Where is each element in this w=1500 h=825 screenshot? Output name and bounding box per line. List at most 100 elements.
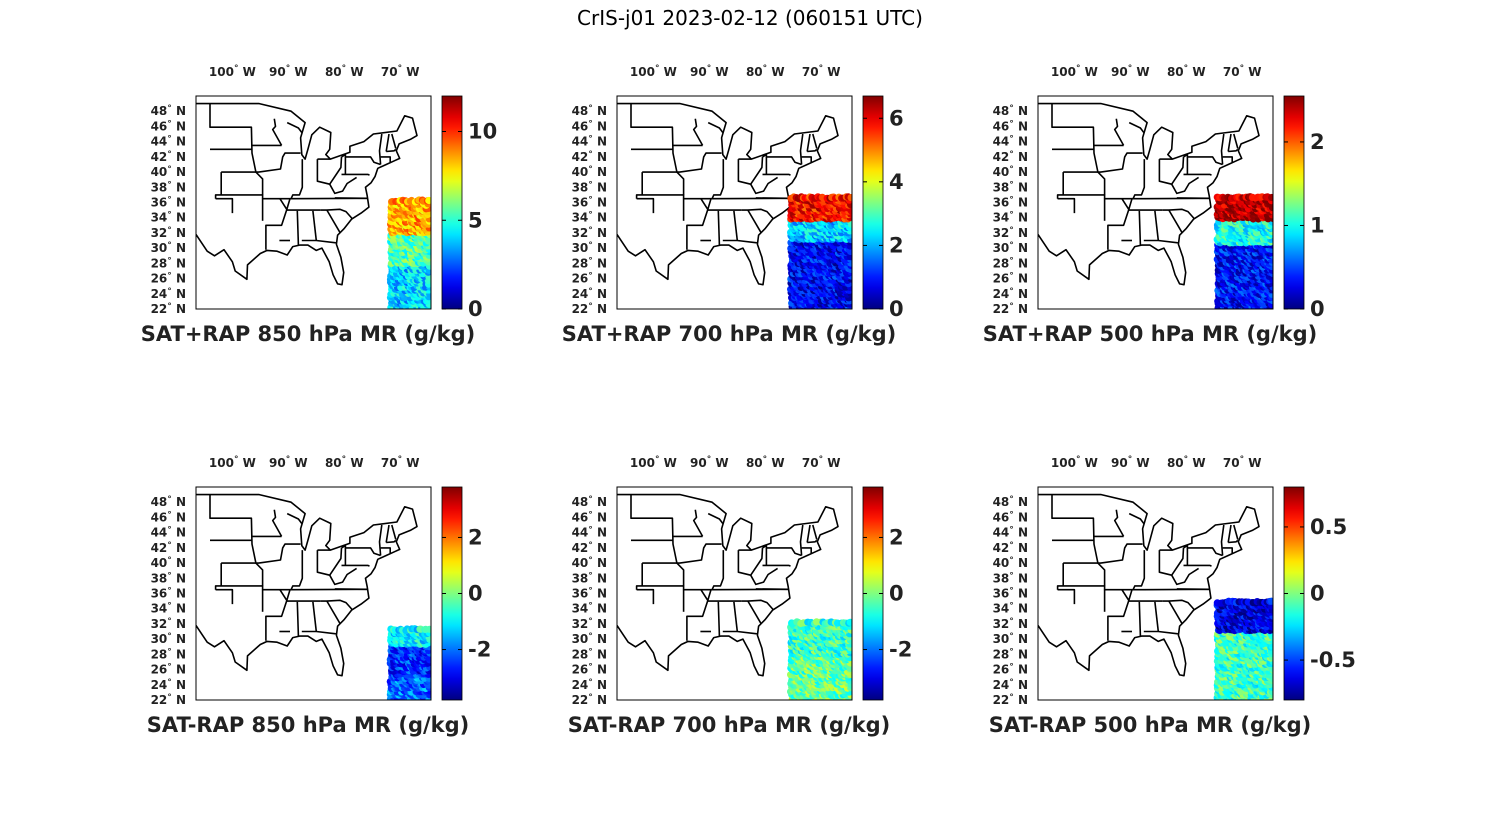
state-border bbox=[1063, 543, 1143, 564]
state-border bbox=[762, 173, 791, 176]
state-border bbox=[747, 209, 762, 233]
lat-tick-label: 30° N bbox=[151, 241, 186, 255]
lat-tick-label: 24° N bbox=[572, 678, 607, 692]
lat-tick-label: 46° N bbox=[151, 510, 186, 524]
state-border bbox=[806, 524, 811, 543]
state-border bbox=[265, 198, 291, 250]
lat-tick-label: 36° N bbox=[572, 196, 607, 210]
lon-tick-label: 90° W bbox=[269, 455, 308, 470]
state-border bbox=[801, 156, 813, 163]
state-border bbox=[750, 176, 779, 195]
state-border bbox=[1143, 630, 1178, 635]
lat-tick-label: 28° N bbox=[572, 256, 607, 270]
lat-tick-label: 38° N bbox=[993, 180, 1028, 194]
panel-title: SAT-RAP 700 hPa MR (g/kg) bbox=[568, 713, 891, 737]
state-border bbox=[642, 543, 722, 564]
lat-tick-label: 38° N bbox=[151, 180, 186, 194]
colorbar-tick-label: 0 bbox=[1310, 297, 1325, 321]
lat-tick-label: 44° N bbox=[151, 135, 186, 149]
state-border bbox=[1220, 524, 1225, 556]
colorbar-tick-label: 0 bbox=[889, 582, 904, 606]
state-border bbox=[1128, 512, 1145, 524]
lat-tick-label: 42° N bbox=[151, 150, 186, 164]
lat-tick-label: 28° N bbox=[572, 647, 607, 661]
map-content bbox=[196, 493, 431, 700]
colorbar-tick-label: 2 bbox=[1310, 130, 1325, 154]
lat-tick-label: 32° N bbox=[993, 617, 1028, 631]
state-border bbox=[1222, 156, 1233, 163]
state-border bbox=[265, 589, 291, 641]
lat-tick-label: 34° N bbox=[151, 211, 186, 225]
lon-tick-label: 70° W bbox=[381, 455, 420, 470]
state-border bbox=[214, 585, 368, 591]
lat-tick-label: 36° N bbox=[993, 196, 1028, 210]
state-border bbox=[747, 600, 762, 624]
map-frame bbox=[195, 95, 432, 310]
state-border bbox=[630, 494, 685, 586]
lat-tick-label: 34° N bbox=[572, 211, 607, 225]
state-border bbox=[1183, 564, 1212, 567]
state-border bbox=[1057, 588, 1076, 605]
colorbar bbox=[862, 95, 884, 310]
state-border bbox=[1183, 153, 1223, 166]
state-border bbox=[801, 547, 813, 554]
state-border bbox=[1222, 547, 1233, 554]
lat-tick-label: 26° N bbox=[572, 272, 607, 286]
state-border bbox=[391, 133, 397, 149]
lat-tick-label: 24° N bbox=[151, 287, 186, 301]
state-border bbox=[1158, 547, 1185, 577]
state-border bbox=[279, 198, 321, 211]
lat-tick-label: 44° N bbox=[572, 135, 607, 149]
state-border bbox=[380, 156, 392, 163]
state-border bbox=[1056, 585, 1210, 591]
state-border bbox=[1113, 509, 1125, 537]
panel-title: SAT-RAP 500 hPa MR (g/kg) bbox=[989, 713, 1312, 737]
lon-tick-label: 80° W bbox=[325, 64, 364, 79]
state-border bbox=[737, 156, 764, 185]
state-border bbox=[1121, 589, 1163, 602]
lat-tick-label: 36° N bbox=[151, 196, 186, 210]
state-border bbox=[1051, 103, 1106, 195]
lat-tick-label: 30° N bbox=[572, 632, 607, 646]
lat-tick-label: 46° N bbox=[993, 119, 1028, 133]
state-border bbox=[733, 210, 739, 241]
lat-tick-label: 24° N bbox=[572, 287, 607, 301]
lat-tick-label: 38° N bbox=[993, 571, 1028, 585]
lon-tick-label: 80° W bbox=[746, 64, 785, 79]
lat-tick-label: 22° N bbox=[151, 693, 186, 707]
state-border bbox=[301, 630, 336, 635]
lat-tick-label: 30° N bbox=[572, 241, 607, 255]
lat-tick-label: 42° N bbox=[572, 541, 607, 555]
lat-tick-label: 26° N bbox=[572, 663, 607, 677]
state-border bbox=[1171, 567, 1200, 586]
lat-tick-label: 26° N bbox=[151, 272, 186, 286]
coastline bbox=[617, 493, 839, 677]
map-panel-2: 100° W 90° W 80° W 70° W 22° N24° N26° N 28° … bbox=[562, 64, 904, 346]
state-border bbox=[762, 153, 802, 166]
state-border bbox=[686, 198, 712, 250]
state-border bbox=[636, 588, 655, 605]
lat-tick-label: 36° N bbox=[151, 587, 186, 601]
state-border bbox=[286, 121, 303, 133]
state-border bbox=[320, 208, 353, 220]
lat-tick-label: 38° N bbox=[572, 571, 607, 585]
state-border bbox=[741, 599, 774, 611]
state-border bbox=[1107, 589, 1133, 641]
colorbar bbox=[1283, 95, 1305, 310]
coastline bbox=[1038, 493, 1260, 677]
lat-tick-label: 28° N bbox=[151, 256, 186, 270]
map-content bbox=[617, 102, 852, 309]
state-border bbox=[630, 103, 685, 195]
data-point bbox=[1267, 597, 1273, 605]
state-border bbox=[221, 543, 301, 564]
lon-tick-label: 100° W bbox=[209, 64, 256, 79]
colorbar-tick-label: 5 bbox=[468, 208, 483, 232]
state-border bbox=[215, 197, 234, 214]
state-border bbox=[1121, 198, 1163, 211]
data-point bbox=[426, 625, 431, 633]
colorbar-tick-label: 10 bbox=[468, 120, 497, 144]
state-border bbox=[290, 550, 304, 591]
state-border bbox=[1171, 176, 1200, 195]
lon-tick-label: 100° W bbox=[1051, 64, 1098, 79]
state-border bbox=[1143, 239, 1178, 244]
